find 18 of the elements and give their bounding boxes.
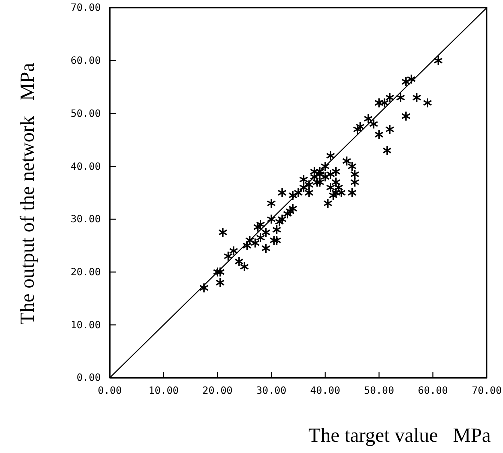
y-tick-label: 60.00 (70, 56, 101, 68)
x-tick-label: 70.00 (472, 386, 502, 398)
x-tick-label: 30.00 (256, 386, 287, 398)
y-tick-label: 10.00 (70, 320, 101, 332)
x-tick-label: 40.00 (310, 386, 340, 398)
y-tick-label: 0.00 (76, 373, 101, 384)
x-tick-label: 60.00 (418, 386, 448, 398)
y-tick-label: 70.00 (70, 3, 101, 14)
x-tick-label: 20.00 (202, 386, 233, 398)
x-axis-title: The target value MPa (308, 425, 492, 447)
x-tick-label: 50.00 (364, 386, 394, 398)
y-tick-label: 20.00 (70, 267, 101, 278)
y-axis-title: The output of the network MPa (17, 63, 39, 325)
y-tick-label: 40.00 (70, 162, 101, 173)
y-tick-label: 30.00 (70, 214, 101, 226)
x-tick-label: 0.00 (98, 386, 122, 398)
y-tick-label: 50.00 (70, 108, 101, 120)
x-tick-label: 10.00 (148, 386, 179, 398)
